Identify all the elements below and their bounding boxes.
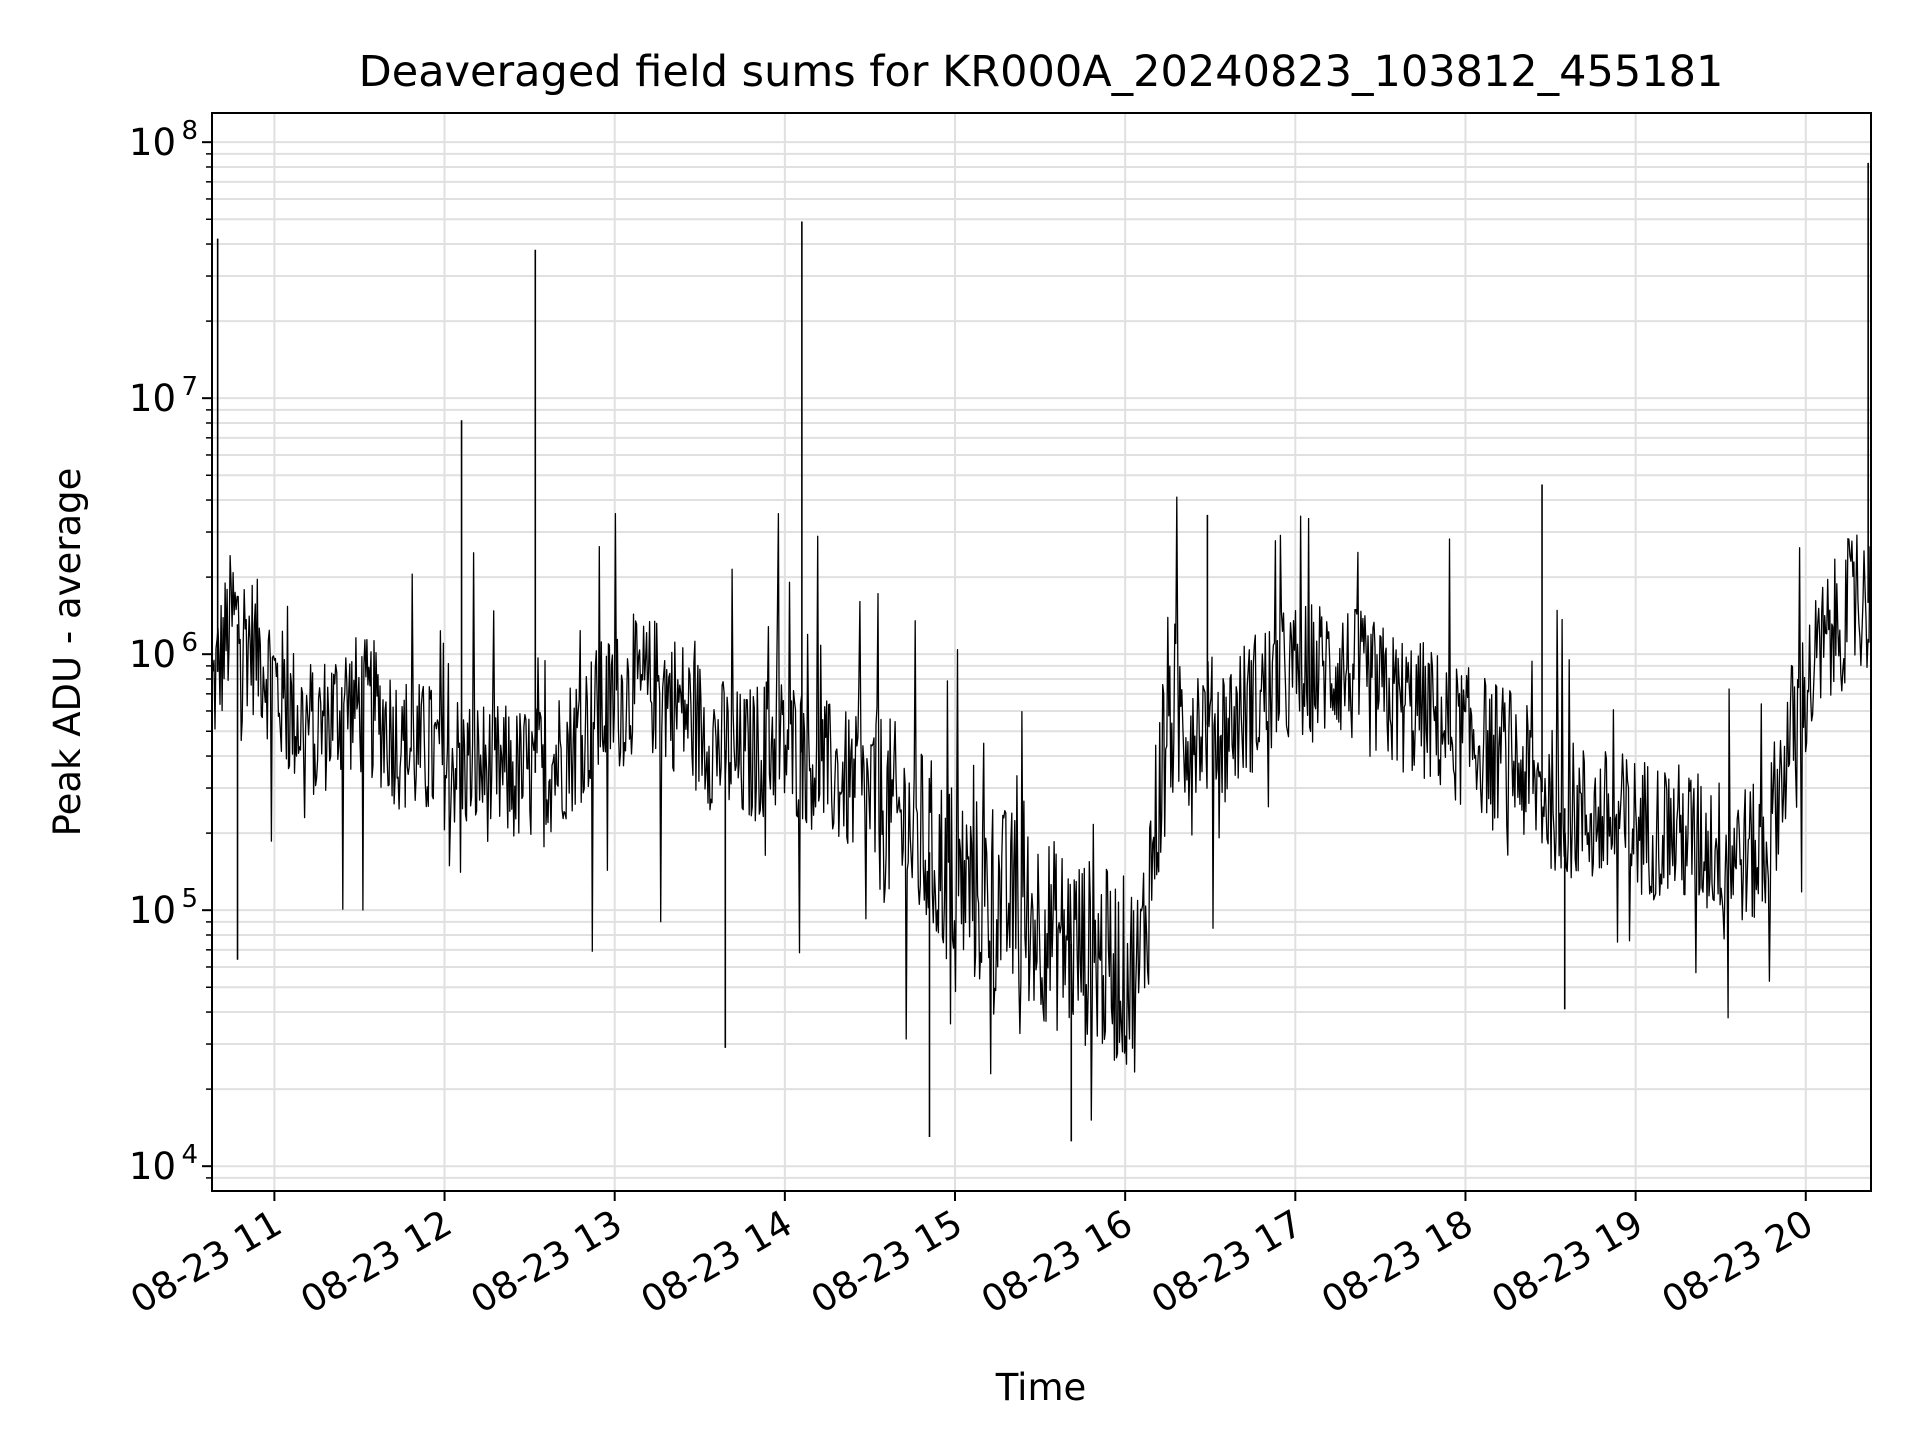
y-tick-exponent: 7: [181, 372, 198, 402]
plot-frame: [211, 112, 1872, 1192]
y-tick-exponent: 6: [181, 628, 198, 658]
y-tick-label: 10: [129, 889, 176, 932]
y-tick-exponent: 4: [181, 1140, 198, 1170]
series-line: [211, 496, 1872, 1121]
chart-title: Deaveraged field sums for KR000A_2024082…: [359, 47, 1724, 97]
y-tick-exponent: 8: [181, 116, 198, 146]
x-axis-label: Time: [995, 1366, 1087, 1409]
y-tick-label: 10: [129, 633, 176, 676]
y-tick-label: 10: [129, 121, 176, 164]
series-group: [211, 162, 1872, 1142]
y-tick-exponent: 5: [181, 884, 198, 914]
y-axis-label: Peak ADU - average: [46, 468, 89, 837]
y-tick-label: 10: [129, 377, 176, 420]
y-tick-label: 10: [129, 1145, 176, 1188]
